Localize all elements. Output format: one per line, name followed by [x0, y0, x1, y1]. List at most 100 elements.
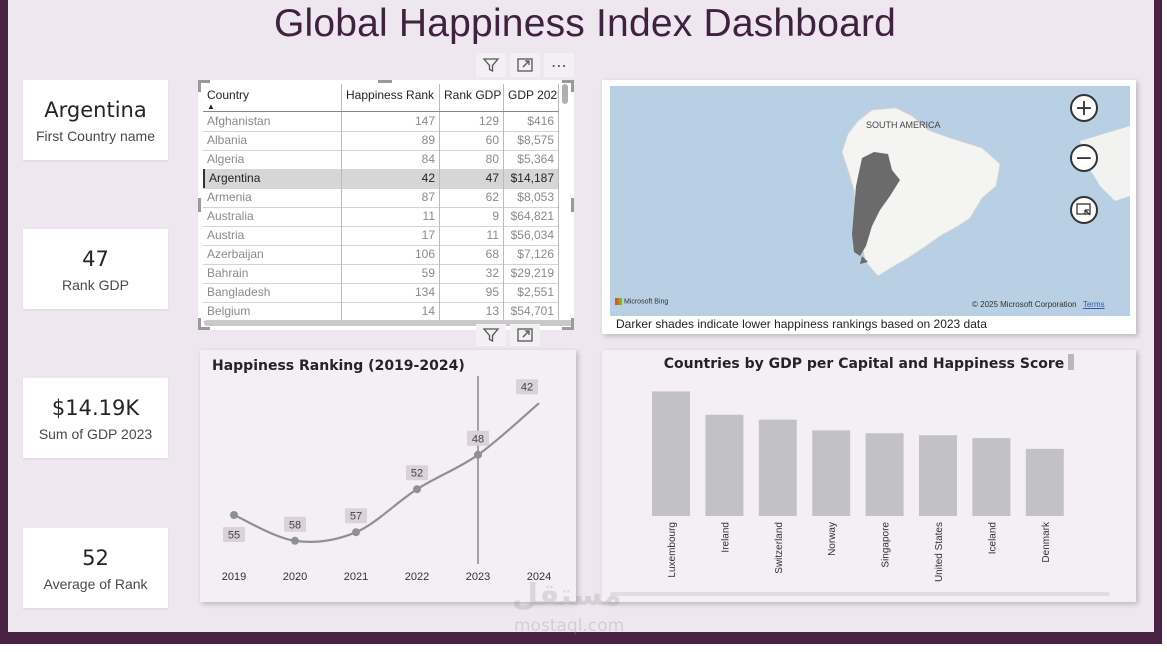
table-row[interactable]: Armenia 87 62 $8,053 — [203, 188, 559, 208]
table-row[interactable]: Argentina 42 47 $14,187 — [203, 169, 559, 189]
table-row[interactable]: Albania 89 60 $8,575 — [203, 131, 559, 151]
table-cell: 80 — [440, 150, 504, 169]
table-cell: 11 — [342, 207, 440, 226]
card-value: Argentina — [44, 98, 147, 122]
column-header-country[interactable]: Country ▲ — [203, 84, 342, 111]
card-first-country[interactable]: Argentina First Country name — [23, 80, 168, 160]
more-options-icon[interactable]: ⋯ — [544, 53, 574, 77]
resize-handle[interactable] — [571, 318, 574, 330]
bar[interactable] — [812, 430, 851, 516]
table-cell: $54,701 — [504, 302, 559, 321]
table-cell: 9 — [440, 207, 504, 226]
data-point[interactable] — [230, 511, 238, 519]
table-row[interactable]: Austria 17 11 $56,034 — [203, 226, 559, 246]
focus-mode-icon[interactable] — [510, 324, 540, 346]
table-row[interactable]: Bahrain 59 32 $29,219 — [203, 264, 559, 284]
data-label-bg — [406, 465, 428, 481]
resize-handle[interactable] — [198, 327, 210, 330]
select-area-icon[interactable] — [1070, 196, 1098, 224]
watermark-logo: مستقل — [512, 578, 622, 613]
table-cell: $14,187 — [504, 169, 559, 188]
card-sum-gdp[interactable]: $14.19K Sum of GDP 2023 — [23, 378, 168, 458]
bing-text: Microsoft Bing — [623, 298, 669, 306]
column-header-happiness-rank[interactable]: Happiness Rank — [342, 84, 440, 111]
resize-handle[interactable] — [562, 80, 574, 83]
focus-mode-icon[interactable] — [510, 53, 540, 77]
table-row[interactable]: Algeria 84 80 $5,364 — [203, 150, 559, 170]
bar[interactable] — [652, 391, 690, 516]
bar[interactable] — [758, 419, 797, 516]
x-tick-label: Ireland — [720, 522, 731, 553]
data-label-bg — [345, 508, 367, 524]
resize-handle[interactable] — [198, 80, 201, 92]
table-cell: Albania — [203, 131, 342, 150]
terms-link[interactable]: Terms — [1082, 300, 1105, 309]
data-point[interactable] — [413, 485, 421, 494]
data-point[interactable] — [352, 528, 360, 537]
map-visual[interactable]: SOUTH AMERICA Microsoft Bing © 2025 Micr… — [602, 80, 1136, 334]
table-row[interactable]: Bangladesh 134 95 $2,551 — [203, 283, 559, 303]
table-cell: 17 — [342, 226, 440, 245]
copyright-text: © 2025 Microsoft Corporation — [972, 300, 1077, 309]
filter-icon[interactable] — [476, 324, 506, 346]
zoom-in-icon[interactable]: + — [1070, 94, 1098, 122]
table-cell: 14 — [342, 302, 440, 321]
card-average-rank[interactable]: 52 Average of Rank — [23, 528, 168, 608]
bar[interactable] — [919, 435, 957, 516]
region-label: SOUTH AMERICA — [866, 120, 941, 130]
data-point[interactable] — [474, 450, 482, 459]
card-label: First Country name — [35, 128, 156, 144]
resize-handle[interactable] — [198, 80, 210, 83]
data-label-bg — [223, 527, 245, 542]
table-cell: 62 — [440, 188, 504, 207]
card-label: Rank GDP — [62, 277, 129, 293]
bar[interactable] — [865, 433, 904, 516]
card-value: 47 — [82, 247, 109, 271]
table-cell: 95 — [440, 283, 504, 302]
x-tick-label: Denmark — [1041, 521, 1052, 563]
table-header: Country ▲ Happiness Rank Rank GDP GDP 202… — [203, 84, 559, 112]
table-cell: Afghanistan — [203, 112, 342, 131]
resize-handle[interactable] — [571, 80, 574, 92]
table-cell: $8,575 — [504, 131, 559, 150]
africa-landmass — [1080, 126, 1130, 201]
gdp-happiness-bar-chart[interactable]: Countries by GDP per Capital and Happine… — [602, 350, 1136, 602]
zoom-out-icon[interactable]: − — [1070, 144, 1098, 172]
resize-handle[interactable] — [571, 198, 574, 212]
data-label: 57 — [350, 511, 362, 523]
map-canvas[interactable]: SOUTH AMERICA Microsoft Bing © 2025 Micr… — [610, 86, 1130, 316]
bar[interactable] — [1025, 448, 1064, 516]
vertical-scrollbar[interactable] — [562, 84, 568, 104]
data-point[interactable] — [291, 536, 299, 545]
bar[interactable] — [972, 438, 1011, 516]
card-label: Sum of GDP 2023 — [38, 426, 153, 442]
resize-handle[interactable] — [378, 80, 392, 83]
country-table[interactable]: Country ▲ Happiness Rank Rank GDP GDP 202… — [198, 80, 574, 330]
vertical-scrollbar[interactable] — [1068, 354, 1074, 370]
resize-handle[interactable] — [198, 198, 201, 212]
data-label: 42 — [521, 382, 533, 394]
table-cell: Australia — [203, 207, 342, 226]
column-header-gdp-2023[interactable]: GDP 2023 — [504, 84, 559, 111]
table-row[interactable]: Azerbaijan 106 68 $7,126 — [203, 245, 559, 265]
column-header-rank-gdp[interactable]: Rank GDP — [440, 84, 504, 111]
chart-title: Countries by GDP per Capital and Happine… — [663, 356, 1065, 372]
filter-icon[interactable] — [476, 53, 506, 77]
horizontal-scrollbar[interactable] — [204, 320, 574, 326]
table-row[interactable]: Australia 11 9 $64,821 — [203, 207, 559, 227]
resize-handle[interactable] — [198, 318, 201, 330]
table-cell: $416 — [504, 112, 559, 131]
x-tick-label: Singapore — [881, 522, 892, 568]
card-rank-gdp[interactable]: 47 Rank GDP — [23, 229, 168, 309]
south-america-landmass — [841, 107, 1001, 277]
table-row[interactable]: Afghanistan 147 129 $416 — [203, 112, 559, 132]
zoom-out-glyph: − — [1074, 145, 1094, 171]
table-cell: 42 — [342, 169, 440, 188]
table-row[interactable]: Belgium 14 13 $54,701 — [203, 302, 559, 322]
resize-handle[interactable] — [562, 327, 574, 330]
argentina-region[interactable] — [852, 152, 900, 256]
horizontal-scrollbar[interactable] — [610, 592, 1110, 596]
happiness-ranking-chart[interactable]: Happiness Ranking (2019-2024) 55 2019 58 20… — [200, 350, 576, 602]
bar[interactable] — [705, 414, 744, 516]
watermark-text: mostaql.com — [514, 616, 625, 636]
